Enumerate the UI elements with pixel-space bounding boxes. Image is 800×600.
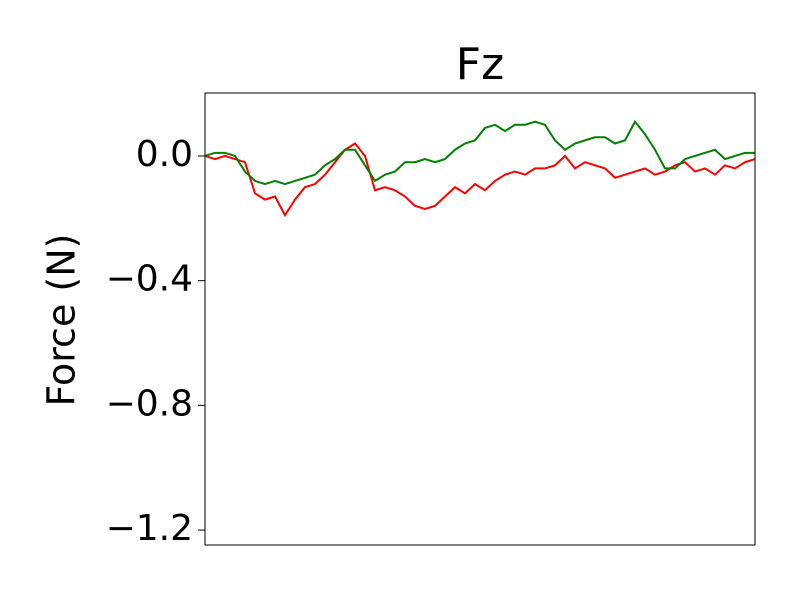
line-series [204,142,756,218]
y-axis-label: Force (N) [40,234,84,407]
y-tick-label: 0.0 [136,134,193,175]
line-series [204,119,755,186]
y-tick-label: −1.2 [106,508,193,549]
chart-title: Fz [456,39,504,90]
plot-frame [204,92,756,546]
y-tick-label: −0.8 [106,383,193,424]
y-tick-label: −0.4 [106,259,193,300]
